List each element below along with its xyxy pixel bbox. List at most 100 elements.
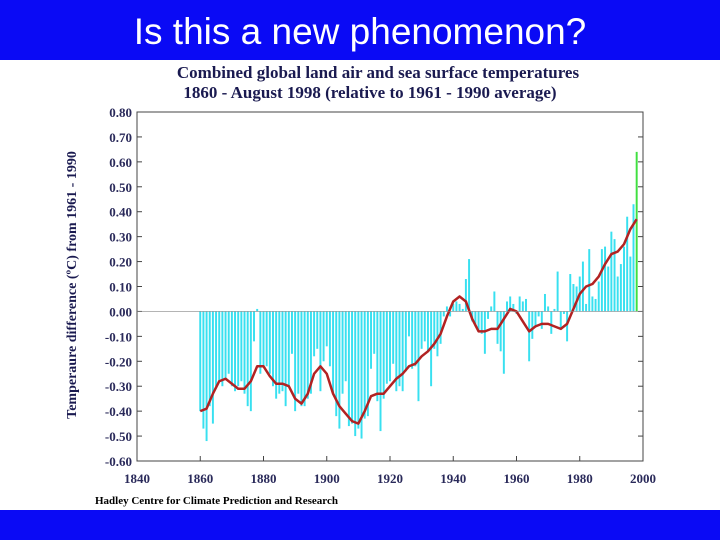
bar: [398, 311, 401, 387]
bar: [449, 311, 452, 317]
y-tick-label: 0.40: [109, 205, 132, 220]
bar: [268, 311, 271, 374]
bar: [420, 311, 423, 349]
bar: [591, 296, 594, 312]
bar: [594, 298, 597, 312]
bar: [357, 311, 360, 429]
bar: [370, 311, 373, 369]
bar: [215, 311, 218, 387]
bar: [550, 311, 553, 334]
bar: [385, 311, 388, 384]
y-tick-label: -0.40: [105, 404, 132, 419]
bar: [619, 264, 622, 312]
bar: [499, 311, 502, 352]
y-tick-label: 0.60: [109, 155, 132, 170]
bar: [543, 293, 546, 312]
bar: [243, 311, 246, 394]
bar: [278, 311, 281, 394]
bar: [534, 311, 537, 327]
bar: [562, 311, 565, 314]
y-tick-label: 0.10: [109, 280, 132, 295]
bar: [300, 311, 303, 407]
bar: [474, 311, 477, 327]
bar: [423, 311, 426, 342]
bar: [525, 298, 527, 312]
y-tick-label: 0.20: [109, 255, 132, 270]
y-tick-label: -0.50: [105, 429, 132, 444]
bar: [281, 311, 284, 392]
x-tick-label: 2000: [630, 471, 656, 486]
bar: [512, 303, 515, 312]
chart-title: Combined global land air and sea surface…: [177, 63, 580, 82]
bar: [284, 311, 287, 407]
bar: [600, 249, 603, 312]
bar: [382, 311, 385, 399]
y-axis-label: Temperaure difference (ºC) from 1961 - 1…: [65, 151, 80, 419]
bar: [328, 311, 331, 367]
bar: [325, 311, 328, 347]
bar: [335, 311, 338, 417]
y-tick-label: 0.30: [109, 230, 132, 245]
bar: [332, 311, 335, 394]
x-tick-label: 1840: [124, 471, 150, 486]
y-tick-label: 0.80: [109, 105, 132, 120]
bar: [585, 303, 588, 312]
bar: [464, 279, 467, 312]
x-tick-label: 1940: [440, 471, 466, 486]
bar: [411, 311, 414, 369]
bar: [354, 311, 357, 437]
bar: [610, 231, 613, 312]
bar: [461, 308, 464, 312]
bar: [404, 311, 407, 372]
bar: [294, 311, 297, 412]
bar: [597, 281, 600, 312]
bar: [199, 311, 202, 412]
bar: [588, 249, 591, 312]
y-tick-label: 0.70: [109, 130, 132, 145]
bar: [230, 311, 233, 387]
bar: [537, 311, 540, 317]
bar: [392, 311, 395, 364]
y-tick-label: 0.00: [109, 304, 132, 319]
bar: [623, 246, 626, 312]
bar: [366, 311, 369, 417]
y-tick-label: -0.10: [105, 329, 132, 344]
bar: [455, 301, 458, 312]
bar: [360, 311, 363, 439]
bar: [426, 311, 429, 352]
bar: [338, 311, 341, 429]
bar: [632, 204, 635, 312]
bar: [373, 311, 376, 354]
bar: [202, 311, 205, 429]
bar: [275, 311, 278, 399]
bar: [480, 311, 483, 334]
bar: [303, 311, 306, 407]
bar: [265, 311, 268, 367]
bar: [341, 311, 344, 394]
bar: [319, 311, 322, 392]
bar: [493, 291, 496, 312]
bar: [246, 311, 249, 407]
bar: [306, 311, 309, 399]
bar: [297, 311, 300, 394]
bar: [553, 308, 556, 312]
bar: [569, 274, 572, 312]
bar: [506, 301, 508, 312]
slide-title: Is this a new phenomenon?: [134, 11, 587, 52]
footer-bar: [0, 510, 720, 540]
y-tick-label: -0.60: [105, 454, 132, 469]
bar: [347, 311, 350, 427]
bar: [211, 311, 214, 424]
bar: [407, 311, 410, 337]
bar: [559, 311, 562, 329]
bar: [218, 311, 221, 382]
x-tick-label: 1980: [567, 471, 593, 486]
bar: [414, 311, 417, 367]
bar: [629, 256, 632, 312]
x-tick-label: 1920: [377, 471, 403, 486]
x-tick-label: 1880: [251, 471, 277, 486]
bar: [566, 311, 569, 342]
bar: [376, 311, 379, 402]
bar: [581, 261, 584, 312]
bar: [490, 306, 493, 312]
